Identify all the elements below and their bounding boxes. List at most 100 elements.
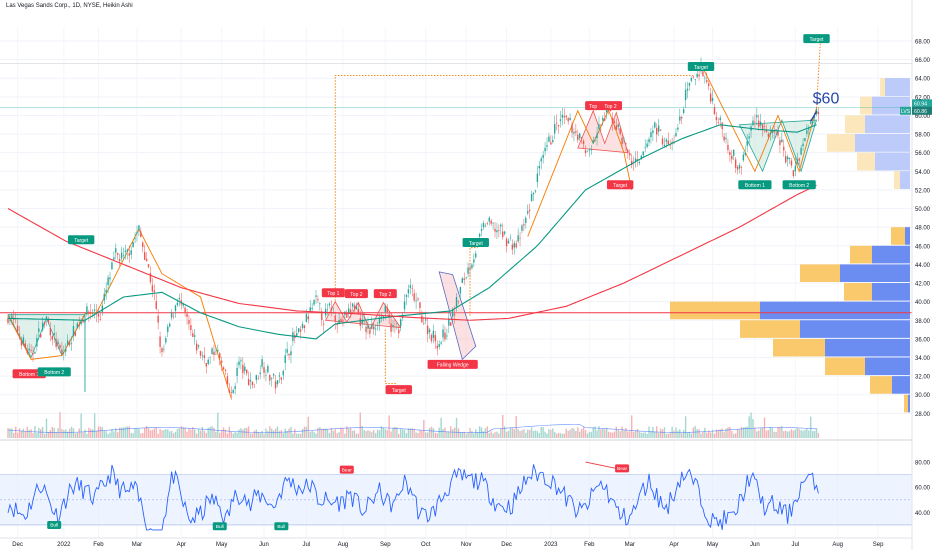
volume-bar bbox=[613, 431, 616, 438]
volume-bar bbox=[80, 413, 82, 438]
volume-bar bbox=[619, 431, 621, 438]
volume-bar bbox=[332, 430, 335, 438]
volume-bar bbox=[523, 429, 525, 438]
volume-bar bbox=[775, 431, 777, 438]
candle-body bbox=[502, 231, 504, 238]
candle-body bbox=[251, 381, 254, 386]
volume-bar bbox=[63, 430, 65, 438]
volume-bar bbox=[30, 429, 32, 438]
candle-body bbox=[711, 97, 714, 102]
volume-bar bbox=[95, 431, 98, 438]
pattern-label-box bbox=[687, 62, 715, 72]
candle-body bbox=[357, 309, 360, 314]
volume-bar bbox=[348, 428, 350, 438]
candle-body bbox=[374, 328, 377, 330]
volume-bar bbox=[415, 432, 417, 438]
volume-bar bbox=[428, 427, 431, 438]
candle-body bbox=[648, 139, 650, 143]
volume-bar bbox=[340, 427, 342, 438]
target-projection-1 bbox=[334, 74, 694, 301]
price-tick-label: 62.00 bbox=[915, 95, 931, 101]
candle-body bbox=[457, 300, 460, 302]
price-tick-label: 28.00 bbox=[915, 412, 931, 418]
candle-body bbox=[7, 317, 9, 324]
volume-bar bbox=[629, 431, 631, 438]
candle-body bbox=[527, 211, 529, 214]
volume-bar bbox=[209, 426, 211, 438]
candle-body bbox=[186, 313, 188, 317]
candle-body bbox=[704, 77, 706, 79]
candle-body bbox=[246, 369, 248, 374]
volume-bar bbox=[66, 431, 69, 438]
candle-body bbox=[530, 194, 533, 201]
volume-bar bbox=[74, 433, 77, 438]
candle-body bbox=[340, 319, 342, 322]
candle-body bbox=[346, 313, 348, 318]
volume-bar bbox=[292, 433, 294, 438]
candle-body bbox=[309, 307, 311, 312]
volume-bar bbox=[280, 430, 283, 438]
volume-bar bbox=[28, 429, 30, 438]
volume-profile-bar-down bbox=[773, 338, 825, 357]
price-tick-label: 38.00 bbox=[915, 319, 931, 325]
pattern-label: Bottom 2 bbox=[789, 183, 809, 189]
candle-body bbox=[486, 223, 489, 225]
time-tick-label: Nov bbox=[461, 542, 472, 548]
volume-bar bbox=[328, 432, 331, 438]
volume-bar bbox=[403, 430, 406, 438]
volume-bar bbox=[473, 433, 475, 438]
candle-body bbox=[49, 327, 52, 336]
candle-body bbox=[708, 83, 710, 87]
candle-body bbox=[534, 190, 537, 192]
volume-bar bbox=[386, 430, 388, 438]
candle-body bbox=[142, 242, 144, 248]
pattern-label-box bbox=[803, 34, 830, 44]
volume-profile-bar-down bbox=[825, 357, 865, 376]
candle-body bbox=[272, 374, 275, 376]
candle-body bbox=[650, 132, 652, 138]
candle-body bbox=[544, 147, 546, 152]
candle-body bbox=[369, 330, 371, 334]
volume-bar bbox=[169, 431, 171, 438]
candle-body bbox=[34, 352, 36, 354]
volume-bar bbox=[197, 429, 200, 438]
candle-body bbox=[226, 376, 229, 385]
candle-body bbox=[681, 116, 683, 119]
candles bbox=[7, 57, 820, 400]
candle-body bbox=[192, 333, 194, 337]
candle-body bbox=[257, 378, 259, 380]
target-projection-3 bbox=[384, 329, 397, 385]
volume-bar bbox=[76, 432, 78, 438]
candle-body bbox=[473, 259, 475, 263]
volume-bar bbox=[113, 431, 115, 438]
price-tick-label: 60.00 bbox=[915, 114, 931, 120]
volume-bar bbox=[365, 431, 367, 438]
candle-body bbox=[390, 323, 392, 332]
volume-bar bbox=[682, 429, 685, 438]
candle-body bbox=[182, 303, 184, 306]
candle-body bbox=[419, 302, 421, 309]
candle-body bbox=[756, 115, 758, 118]
volume-bar bbox=[717, 430, 720, 438]
volume-bar bbox=[638, 431, 641, 438]
candle-body bbox=[353, 305, 356, 309]
volume-bar bbox=[101, 427, 104, 438]
volume-bar bbox=[600, 429, 602, 438]
candle-body bbox=[111, 262, 113, 270]
volume-bar bbox=[153, 428, 155, 438]
candle-body bbox=[652, 130, 654, 133]
candle-body bbox=[26, 349, 28, 353]
candle-body bbox=[569, 117, 571, 120]
candle-body bbox=[654, 122, 656, 128]
volume-bar bbox=[349, 428, 352, 438]
volume-bar bbox=[324, 428, 327, 438]
volume-bar bbox=[400, 428, 402, 438]
candle-body bbox=[625, 143, 627, 145]
candle-body bbox=[590, 149, 592, 151]
candle-body bbox=[811, 121, 814, 124]
price-tick-label: 48.00 bbox=[915, 226, 931, 232]
rsi-signal-box bbox=[615, 464, 630, 473]
candle-body bbox=[242, 364, 244, 374]
volume-profile-bar-down bbox=[850, 245, 872, 264]
